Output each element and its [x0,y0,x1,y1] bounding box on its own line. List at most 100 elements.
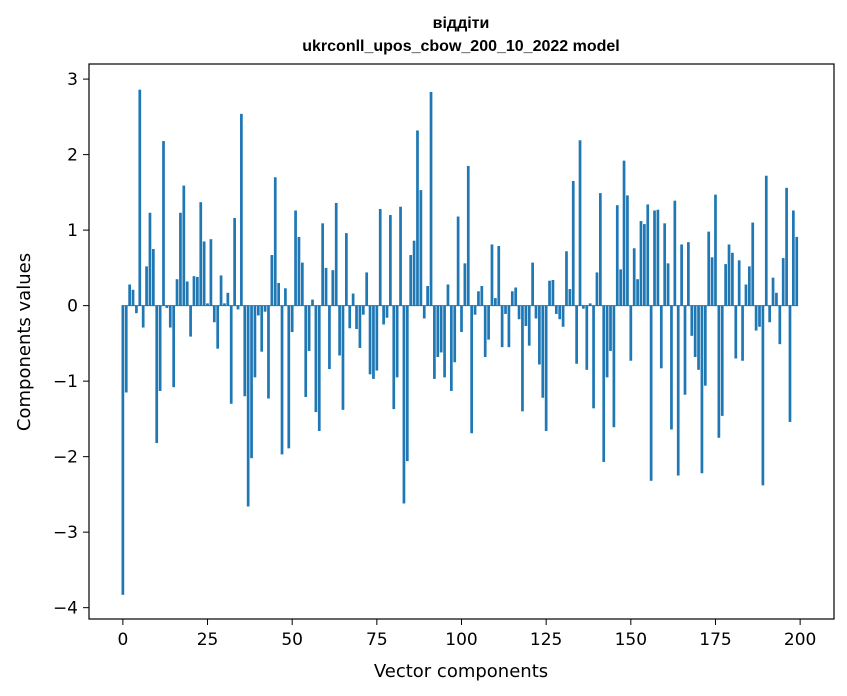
bar [592,305,595,409]
bar [761,305,765,486]
bar [456,216,460,306]
bar [734,305,738,359]
bar [653,210,656,306]
bar [361,305,365,315]
bar [771,277,775,306]
bar [338,305,341,356]
bar [317,305,321,431]
bar [785,187,788,306]
x-tick-label: 175 [699,630,731,650]
bar [202,241,206,306]
bar [538,305,541,365]
bar [720,305,724,416]
bar [571,181,575,306]
bar [331,270,335,306]
bar [629,305,633,361]
bar [483,305,487,357]
bar [135,305,138,314]
bar [300,262,304,306]
bar [196,276,199,306]
bar [744,284,748,306]
bar [466,165,470,306]
bar [399,206,402,306]
x-tick-label: 125 [530,630,562,650]
bar [707,231,711,306]
bar [795,236,799,306]
bar [287,305,291,449]
bar [179,212,182,306]
bar [510,291,514,306]
bar [443,305,446,378]
bar [548,280,551,306]
bar [554,305,558,314]
bar [223,303,226,306]
bar [687,242,690,306]
bar [531,262,534,306]
bar [792,210,795,306]
bar [659,305,663,369]
bar [168,305,172,328]
bar [477,291,480,306]
bar [270,255,274,306]
bar [284,288,287,306]
bar [439,305,443,353]
y-axis: −4 −3 −2 −1 0 1 2 3 [53,70,89,619]
bar [253,305,257,378]
bar [405,305,409,462]
bar [219,275,223,306]
bar [582,305,585,309]
bar [473,305,477,315]
bar [619,269,623,306]
y-axis-label: Components values [14,253,35,431]
x-axis: 0 25 50 75 100 125 150 175 200 [117,619,816,650]
bar [490,244,494,306]
bar [426,286,429,306]
x-axis-label: Vector components [374,661,548,682]
bar [754,305,758,331]
bar [409,255,413,306]
bar [727,244,731,306]
x-tick-label: 100 [445,630,477,650]
bar [663,223,667,306]
bar [639,221,643,306]
bar [683,305,687,395]
chart-title: віддіти [433,15,490,32]
bar [703,305,707,386]
bar [389,215,392,306]
y-tick-label: 1 [67,221,78,241]
bar [243,305,247,397]
bar [514,287,518,306]
bar [666,263,670,306]
bar [568,289,572,306]
bar [256,305,260,316]
bar [189,305,192,337]
bar [670,305,673,430]
bar [345,233,348,306]
bar [121,305,125,595]
bar [768,305,772,323]
bar [131,289,135,306]
bar [429,91,433,306]
bars-group [121,89,799,595]
bar [348,305,352,329]
bar [294,210,297,306]
bar [626,195,629,306]
bar [680,244,683,306]
y-tick-label: −2 [53,448,78,468]
bar [636,279,639,306]
bar [534,305,538,319]
bar [602,305,606,462]
bar [311,299,314,306]
bar [314,305,318,413]
bar [561,305,565,327]
x-tick-label: 50 [281,630,303,650]
bar [236,305,240,310]
bar [185,281,189,306]
bar [246,305,250,507]
bar [365,272,369,306]
bar [714,194,717,306]
bar [775,292,778,306]
bar [240,113,243,306]
bar [521,305,524,412]
bar [412,240,416,306]
